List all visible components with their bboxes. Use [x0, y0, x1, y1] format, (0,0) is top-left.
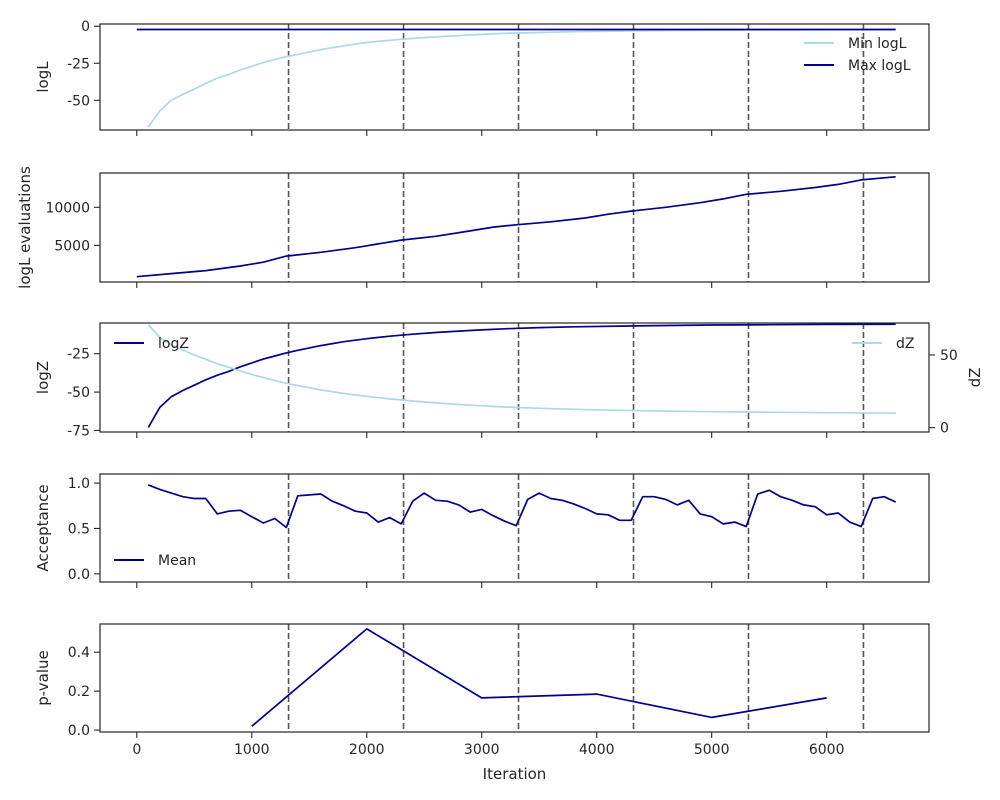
series-group [136, 175, 896, 278]
y-tick-label: 0 [81, 19, 90, 35]
x-tick-label: 1000 [234, 742, 270, 758]
y-right-axis-label: dZ [966, 368, 984, 388]
series-line-series-1 [251, 628, 827, 727]
panel-4: 1.0 0.5 0.0 Acceptance Mean [34, 473, 930, 588]
y-tick-label: 0.4 [68, 645, 90, 661]
y-tick-label: -50 [67, 93, 90, 109]
panel-5: 0 1000 2000 3000 4000 5000 6000 0.4 0.2 0.0 p-valu… [34, 623, 930, 783]
x-tick-label: 2000 [349, 742, 385, 758]
axes-frame [99, 172, 930, 283]
legend-label: Max logL [848, 58, 911, 74]
series-line-min-logl [147, 28, 896, 128]
y-tick-label: -75 [67, 423, 90, 439]
legend: dZ [852, 336, 914, 352]
y-tick-label: -50 [67, 385, 90, 401]
panel-2: 10000 5000 logL evaluations [16, 166, 930, 289]
y-tick-label: -25 [67, 347, 90, 363]
legend-label: logZ [158, 336, 189, 352]
series-line-series-1 [136, 175, 896, 278]
legend-label: Mean [158, 553, 196, 569]
boundary-lines [287, 323, 865, 432]
x-tick-label: 3000 [464, 742, 500, 758]
series-line-mean [147, 484, 897, 529]
legend-label: dZ [896, 336, 914, 352]
y-tick-label: 0.0 [68, 567, 90, 583]
y-axis-label: logZ [34, 361, 52, 394]
legend: Mean [114, 553, 196, 569]
y-tick-label: 10000 [45, 200, 90, 216]
y-tick-label: 0.0 [68, 723, 90, 739]
axes-frame [99, 623, 930, 733]
y-axis-label: logL evaluations [16, 166, 34, 289]
boundary-lines [287, 474, 865, 582]
axes-frame [99, 322, 930, 433]
boundary-lines [287, 173, 865, 282]
legend: Min logL Max logL [804, 36, 911, 74]
y-tick-label: 0.5 [68, 521, 90, 537]
panel-1: 0 -25 -50 logL Min logL Max logL [34, 19, 930, 136]
y-axis-label: Acceptance [34, 484, 52, 571]
x-tick-label: 4000 [579, 742, 615, 758]
y-tick-label: 5000 [54, 238, 90, 254]
x-axis-label: Iteration [483, 765, 547, 783]
x-tick-label: 6000 [809, 742, 845, 758]
legend: logZ [114, 336, 189, 352]
series-group [136, 28, 896, 128]
x-tick-label: 0 [132, 742, 141, 758]
panel-3: -25 -50 -75 50 0 logZ dZ logZ dZ [34, 322, 984, 439]
axes-frame [99, 23, 930, 131]
y-tick-label: 0.2 [68, 684, 90, 700]
y-right-tick-label: 0 [940, 421, 949, 437]
y-axis-label: logL [34, 61, 52, 93]
series-group [251, 628, 827, 727]
boundary-lines [287, 624, 865, 732]
legend-label: Min logL [848, 36, 907, 52]
y-axis-label: p-value [34, 650, 52, 706]
series-line-dz [147, 323, 896, 414]
x-tick-label: 5000 [694, 742, 730, 758]
y-right-tick-label: 50 [940, 348, 958, 364]
series-group [147, 484, 897, 529]
series-group [147, 323, 896, 428]
series-line-logz [147, 323, 896, 428]
y-tick-label: -25 [67, 56, 90, 72]
y-tick-label: 1.0 [68, 476, 90, 492]
